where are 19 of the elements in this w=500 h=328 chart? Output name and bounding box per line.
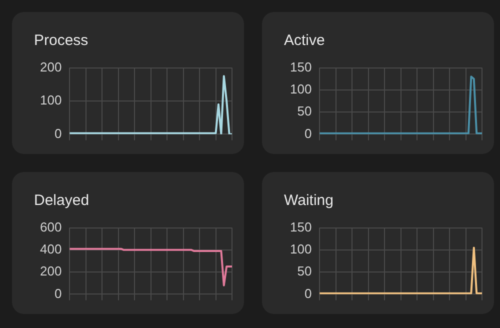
y-tick-label: 0 (54, 286, 62, 301)
y-tick-label: 0 (304, 126, 312, 141)
y-tick-label: 200 (40, 59, 62, 74)
y-tick-label: 150 (290, 59, 312, 74)
chart-title: Process (34, 32, 88, 49)
chart-title: Active (284, 32, 325, 49)
y-tick-label: 0 (54, 126, 62, 141)
y-tick-label: 100 (40, 92, 62, 108)
chart-title: Delayed (34, 192, 90, 209)
y-tick-label: 100 (290, 242, 312, 257)
y-tick-label: 400 (40, 242, 62, 257)
y-tick-label: 150 (290, 219, 312, 234)
y-tick-label: 50 (297, 264, 312, 279)
chart-title: Waiting (284, 192, 334, 209)
y-tick-label: 0 (304, 286, 312, 301)
y-tick-label: 600 (40, 219, 62, 234)
y-tick-label: 100 (290, 82, 312, 97)
y-tick-label: 50 (297, 104, 312, 119)
y-tick-label: 200 (40, 264, 62, 279)
